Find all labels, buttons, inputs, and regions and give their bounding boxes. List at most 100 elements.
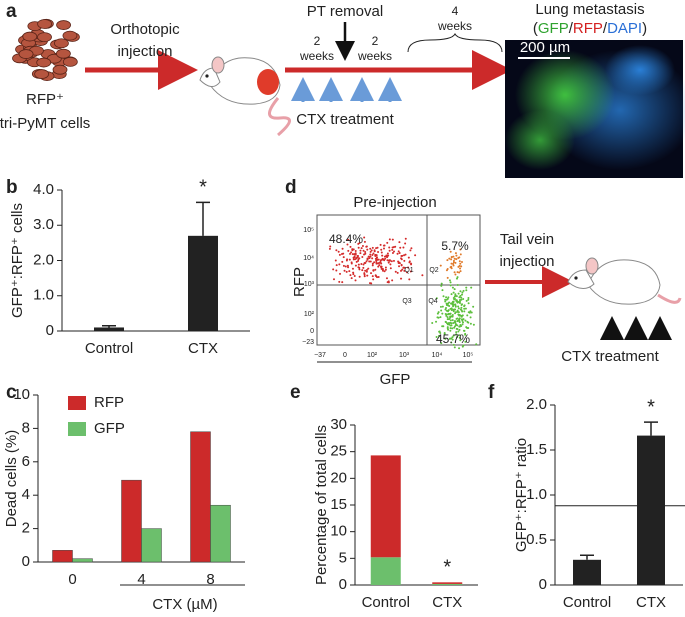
dot bbox=[335, 269, 338, 272]
dot bbox=[372, 269, 375, 272]
dot bbox=[396, 271, 399, 274]
dot bbox=[452, 310, 455, 313]
y-axis-label: Dead cells (%) bbox=[3, 430, 20, 528]
dot bbox=[457, 319, 460, 322]
y-axis-label: Percentage of total cells bbox=[313, 425, 330, 585]
dot bbox=[450, 315, 453, 318]
dot bbox=[409, 270, 412, 273]
dot bbox=[467, 311, 470, 314]
dot bbox=[439, 264, 442, 267]
dot bbox=[398, 241, 401, 244]
y-tick-label: 1.5 bbox=[526, 441, 547, 458]
dot bbox=[355, 260, 358, 263]
dot bbox=[338, 253, 341, 256]
quadrant-label: Q4 bbox=[428, 298, 437, 305]
dot bbox=[453, 320, 456, 323]
dot bbox=[407, 256, 410, 259]
dot bbox=[458, 260, 461, 263]
dot bbox=[361, 244, 364, 247]
quadrant-percentage: 5.7% bbox=[441, 239, 469, 253]
dot bbox=[448, 337, 451, 340]
dot bbox=[469, 310, 472, 313]
plot-title: Pre-injection bbox=[353, 194, 436, 211]
dot bbox=[450, 341, 453, 344]
dot bbox=[401, 254, 404, 257]
bar bbox=[637, 435, 665, 585]
dot bbox=[448, 301, 451, 304]
dot bbox=[449, 281, 452, 284]
dot bbox=[365, 245, 368, 248]
dot bbox=[399, 246, 402, 249]
dot bbox=[463, 307, 466, 310]
dot bbox=[376, 246, 379, 249]
dot bbox=[453, 257, 456, 260]
y-tick-label: 10³ bbox=[304, 281, 315, 288]
dot bbox=[359, 249, 362, 252]
dot bbox=[373, 261, 376, 264]
y-tick-label: 10 bbox=[330, 523, 347, 540]
y-tick-label: 0 bbox=[310, 328, 314, 335]
panel-label: b bbox=[6, 177, 18, 198]
dot bbox=[475, 343, 478, 346]
bar bbox=[121, 479, 142, 563]
dot bbox=[450, 258, 453, 261]
y-tick-label: 10² bbox=[304, 311, 315, 318]
dot bbox=[455, 336, 458, 339]
y-tick-label: 25 bbox=[330, 443, 347, 460]
error-bar bbox=[580, 554, 594, 560]
cell bbox=[54, 38, 69, 49]
dot bbox=[379, 261, 382, 264]
pt-removal-label: PT removal bbox=[307, 3, 383, 20]
dot bbox=[458, 321, 461, 324]
dot bbox=[445, 298, 448, 301]
dot bbox=[454, 304, 457, 307]
dot bbox=[459, 253, 462, 256]
dot bbox=[407, 266, 410, 269]
period-label: weeks bbox=[357, 49, 392, 63]
dot bbox=[343, 269, 346, 272]
dot bbox=[338, 263, 341, 266]
dot bbox=[408, 278, 411, 281]
bar bbox=[94, 327, 124, 331]
dot bbox=[446, 259, 449, 262]
x-tick-label: 0 bbox=[343, 352, 347, 359]
dot bbox=[450, 293, 453, 296]
dot bbox=[357, 263, 360, 266]
dot bbox=[452, 259, 455, 262]
dot bbox=[449, 329, 452, 332]
dot bbox=[451, 286, 454, 289]
dot bbox=[346, 258, 349, 261]
dot bbox=[394, 270, 397, 273]
dot bbox=[373, 249, 376, 252]
dot bbox=[452, 264, 455, 267]
dot bbox=[384, 268, 387, 271]
dot bbox=[400, 277, 403, 280]
image-title: Lung metastasis bbox=[535, 1, 644, 18]
dot bbox=[369, 250, 372, 253]
quadrant-label: Q2 bbox=[429, 267, 438, 274]
bar bbox=[141, 528, 162, 563]
dot bbox=[365, 269, 368, 272]
dot bbox=[400, 263, 403, 266]
dot bbox=[376, 262, 379, 265]
x-axis-label: GFP bbox=[380, 371, 411, 388]
dot bbox=[446, 323, 449, 326]
dot bbox=[332, 268, 335, 271]
dot bbox=[453, 271, 456, 274]
x-tick-label: 10⁴ bbox=[432, 352, 443, 359]
dot bbox=[404, 253, 407, 256]
dot bbox=[362, 249, 365, 252]
dot bbox=[470, 286, 473, 289]
dot bbox=[358, 257, 361, 260]
dot bbox=[458, 271, 461, 274]
dot bbox=[363, 261, 366, 264]
dot bbox=[460, 298, 463, 301]
dot bbox=[364, 252, 367, 255]
dot bbox=[366, 274, 369, 277]
dot bbox=[440, 284, 443, 287]
dot bbox=[464, 307, 467, 310]
dot bbox=[449, 312, 452, 315]
dot bbox=[366, 258, 369, 261]
dot bbox=[458, 314, 461, 317]
dot bbox=[404, 237, 407, 240]
